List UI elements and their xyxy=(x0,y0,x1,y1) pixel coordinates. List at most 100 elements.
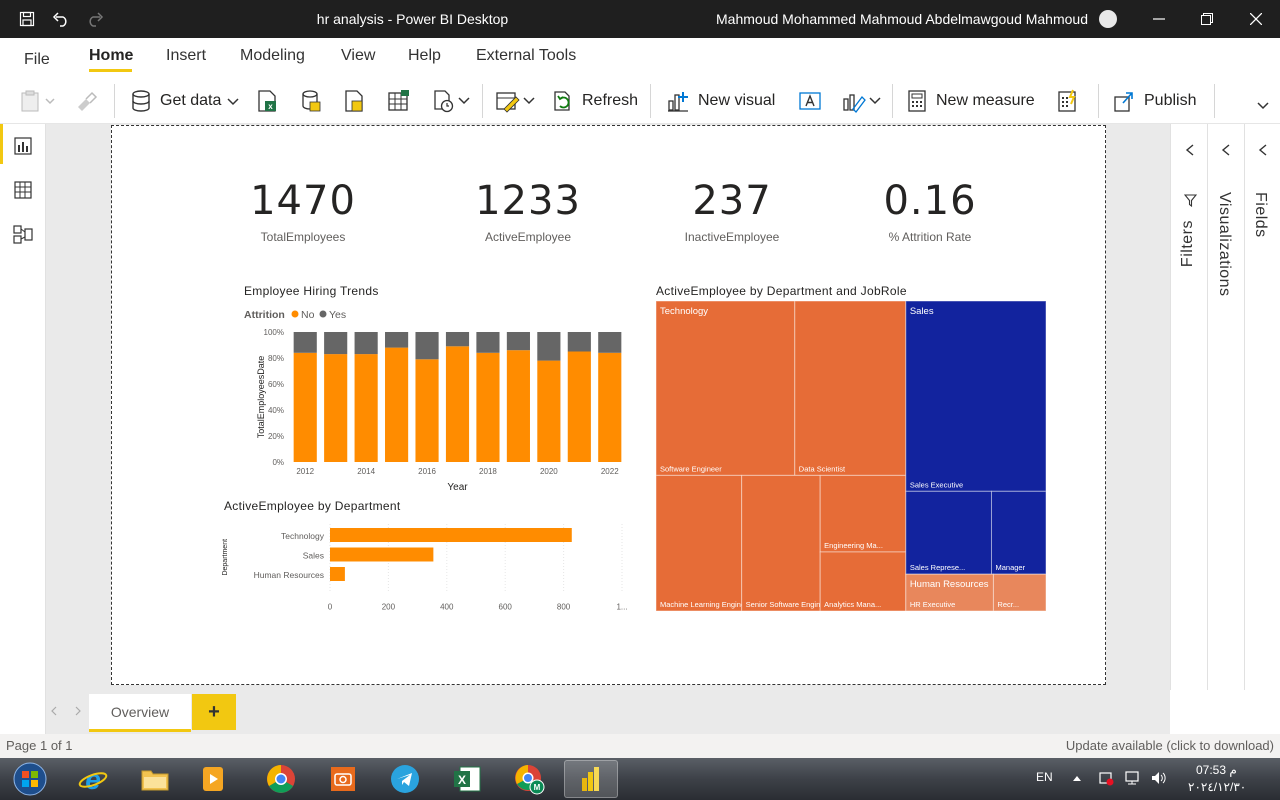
kpi-label: % Attrition Rate xyxy=(888,230,972,244)
internet-explorer-icon[interactable]: e xyxy=(66,760,120,798)
fields-pane[interactable]: Fields xyxy=(1244,124,1280,690)
treemap-tile xyxy=(819,474,907,553)
bar-segment xyxy=(293,332,317,353)
chrome-icon[interactable] xyxy=(254,760,308,798)
filters-pane[interactable]: Filters xyxy=(1170,124,1207,690)
menu-help[interactable]: Help xyxy=(408,47,441,64)
kpi-label: ActiveEmployee xyxy=(484,230,572,244)
new-measure-label: New measure xyxy=(936,92,1035,109)
paste-button[interactable] xyxy=(20,88,56,114)
report-page[interactable]: 1470 TotalEmployees 1233 ActiveEmployee … xyxy=(111,125,1106,685)
y-tick-label: 100% xyxy=(264,328,284,337)
collapse-ribbon-icon[interactable] xyxy=(1256,92,1270,118)
recent-sources-button[interactable] xyxy=(432,88,472,114)
excel-workbook-icon[interactable]: x xyxy=(256,88,278,114)
telegram-icon[interactable] xyxy=(378,760,432,798)
y-tick-label: 0% xyxy=(272,458,284,467)
get-data-button[interactable]: Get data xyxy=(130,88,241,114)
file-explorer-icon[interactable] xyxy=(128,760,182,798)
publish-button[interactable]: Publish xyxy=(1112,88,1196,114)
kpi-card-active-employee[interactable]: 1233 ActiveEmployee xyxy=(418,178,638,244)
bar-segment xyxy=(324,332,348,355)
ribbon-separator xyxy=(650,84,651,118)
quick-measure-icon[interactable] xyxy=(1056,88,1080,114)
format-painter-icon[interactable] xyxy=(74,88,98,114)
kpi-value: 1470 xyxy=(250,178,356,224)
y-tick-label: 60% xyxy=(268,380,284,389)
text-box-icon[interactable] xyxy=(798,88,822,114)
media-player-icon[interactable] xyxy=(186,760,240,798)
redo-icon[interactable] xyxy=(78,0,112,38)
restore-icon[interactable] xyxy=(1183,0,1231,38)
page-tab-overview[interactable]: Overview xyxy=(89,694,191,732)
network-icon[interactable] xyxy=(1124,770,1142,786)
svg-text:M: M xyxy=(534,783,541,792)
visualizations-pane[interactable]: Visualizations xyxy=(1207,124,1244,690)
menu-view[interactable]: View xyxy=(341,47,376,64)
user-name[interactable]: Mahmoud Mohammed Mahmoud Abdelmawgoud Ma… xyxy=(716,11,1088,27)
menu-insert[interactable]: Insert xyxy=(166,47,207,64)
treemap-tile-label: Engineering Ma... xyxy=(824,541,883,550)
action-center-icon[interactable] xyxy=(1098,770,1114,786)
add-page-button[interactable]: + xyxy=(192,694,236,730)
update-link[interactable]: Update available (click to download) xyxy=(1065,738,1274,753)
enter-data-icon[interactable] xyxy=(386,88,410,114)
active-menu-indicator xyxy=(89,69,132,72)
new-measure-button[interactable]: New measure xyxy=(906,88,1035,114)
tab-scroll-right-icon[interactable] xyxy=(74,706,82,716)
table-view-icon[interactable] xyxy=(0,170,46,210)
kpi-card-attrition-rate[interactable]: 0.16 % Attrition Rate xyxy=(820,178,1040,244)
bar-segment xyxy=(567,332,591,352)
title-bar: hr analysis - Power BI Desktop Mahmoud M… xyxy=(0,0,1280,38)
dataflows-icon[interactable] xyxy=(298,88,322,114)
department-chart-title: ActiveEmployee by Department xyxy=(224,499,401,513)
category-label: Sales xyxy=(303,551,324,561)
save-icon[interactable] xyxy=(10,0,44,38)
department-bar-chart[interactable]: 0 200 400 600 800 1... Technology Sales Human Re… xyxy=(217,516,637,616)
menu-home[interactable]: Home xyxy=(89,47,134,64)
filter-icon xyxy=(1184,194,1197,207)
treemap-tile xyxy=(905,301,1046,492)
language-indicator[interactable]: EN xyxy=(1036,770,1053,784)
minimize-icon[interactable] xyxy=(1135,0,1183,38)
refresh-button[interactable]: Refresh xyxy=(552,88,638,114)
chevron-left-icon[interactable] xyxy=(1258,144,1268,156)
new-visual-button[interactable]: New visual xyxy=(666,88,775,114)
menu-file[interactable]: File xyxy=(24,51,50,68)
bar-segment xyxy=(385,347,409,462)
menu-modeling[interactable]: Modeling xyxy=(240,47,305,64)
treemap-tile-label: Sales Executive xyxy=(910,480,963,489)
menu-external-tools[interactable]: External Tools xyxy=(476,47,577,64)
report-view-icon[interactable] xyxy=(0,126,46,166)
treemap-tile-label: Machine Learning Engineer xyxy=(660,600,752,609)
treemap-tile xyxy=(656,301,796,476)
x-tick-label: 2012 xyxy=(296,467,314,476)
power-bi-icon[interactable] xyxy=(564,760,618,798)
chevron-left-icon[interactable] xyxy=(1221,144,1231,156)
avatar[interactable] xyxy=(1099,10,1117,28)
treemap-tile xyxy=(794,301,907,476)
excel-icon[interactable]: X xyxy=(440,760,494,798)
more-visuals-button[interactable] xyxy=(842,88,884,114)
clock-date[interactable]: ٢٠٢٤/١٢/٣٠ xyxy=(1188,780,1247,794)
tray-expand-icon[interactable] xyxy=(1072,774,1082,782)
start-button[interactable] xyxy=(6,760,54,798)
undo-icon[interactable] xyxy=(44,0,78,38)
dataverse-icon[interactable] xyxy=(343,88,365,114)
volume-icon[interactable] xyxy=(1150,770,1168,786)
close-icon[interactable] xyxy=(1232,0,1280,38)
clock-time[interactable]: 07:53 م xyxy=(1196,763,1237,777)
bar-segment xyxy=(476,352,500,462)
kpi-card-inactive-employee[interactable]: 237 InactiveEmployee xyxy=(622,178,842,244)
chrome-profile-icon[interactable]: M xyxy=(502,760,556,798)
legend-marker xyxy=(319,310,327,318)
kpi-card-total-employees[interactable]: 1470 TotalEmployees xyxy=(193,178,413,244)
model-view-icon[interactable] xyxy=(0,214,46,254)
legend-marker xyxy=(291,310,299,318)
transform-data-button[interactable] xyxy=(494,88,536,114)
camera-app-icon[interactable] xyxy=(316,760,370,798)
chevron-left-icon[interactable] xyxy=(1185,144,1195,156)
tab-scroll-left-icon[interactable] xyxy=(50,706,58,716)
hiring-trends-chart[interactable]: Attrition No Yes 0% 20% 40% 60% 80% 100% TotalEmp… xyxy=(237,302,637,502)
jobrole-treemap[interactable]: Software Engineer Data Scientist Machine L… xyxy=(656,301,1046,613)
